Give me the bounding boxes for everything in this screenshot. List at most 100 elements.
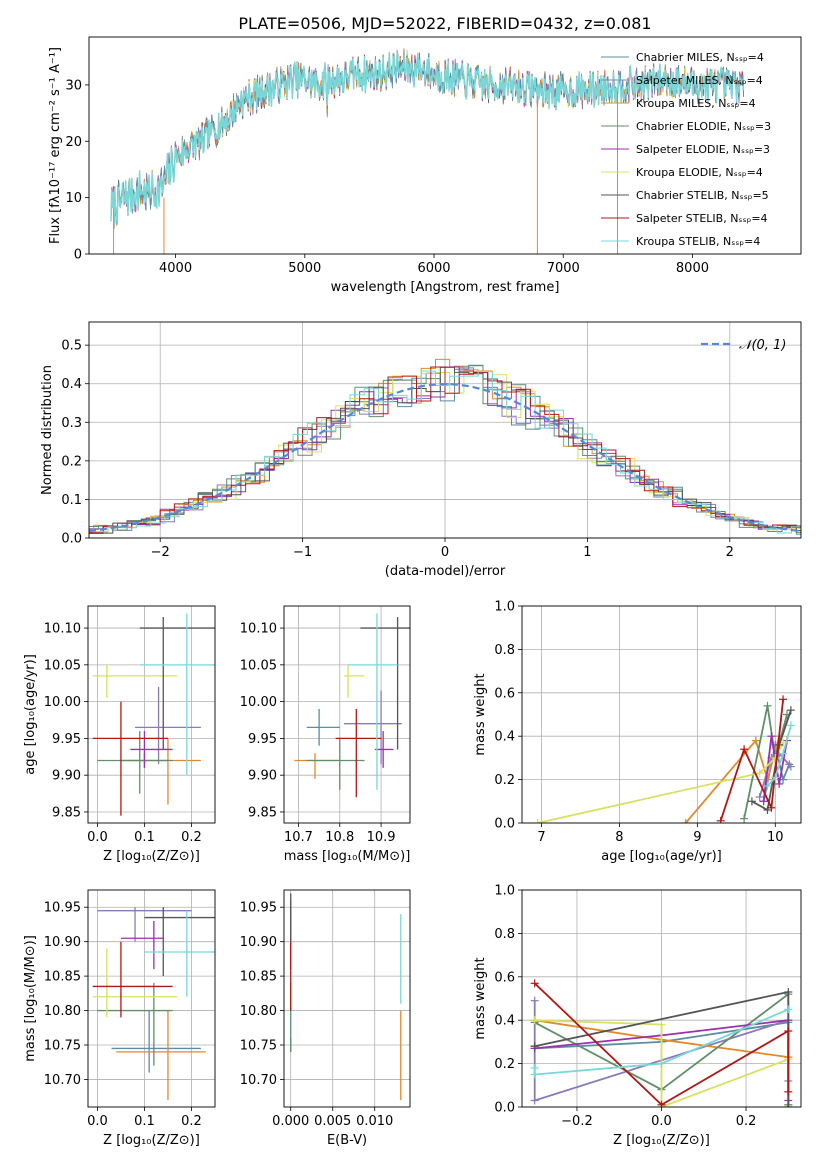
axes-frame [521, 889, 802, 1108]
x-axis-label: (data-model)/error [385, 564, 506, 579]
plot-area-residuals [89, 358, 801, 537]
x-tick-label: 7 [537, 830, 545, 845]
y-tick-label: 1.0 [494, 600, 515, 615]
y-tick-label: 0.1 [61, 493, 82, 508]
panel-mass-weight-vs-age: 7 8 9 10 0.0 0.2 0.4 0.6 0.8 1.0 age [log₁₀(age/yr… [473, 600, 802, 864]
figure-title: PLATE=0506, MJD=52022, FIBERID=0432, z=0… [238, 14, 651, 33]
x-axis-label: Z [log₁₀(Z/Z⊙)] [103, 849, 200, 864]
y-tick-label: 10.85 [44, 970, 81, 985]
y-tick-label: 10.90 [44, 935, 81, 950]
legend-entry: Salpeter STELIB, Nₛₛₚ=4 [636, 212, 768, 225]
y-tick-label: 9.95 [248, 732, 277, 747]
weight-point-marker [784, 1027, 793, 1036]
weight-point-marker [763, 701, 772, 710]
y-axis-label: mass weight [473, 957, 488, 1039]
x-tick-label: 0.0 [87, 830, 108, 845]
panel-mass-vs-Z: 0.0 0.1 0.2 10.70 10.75 10.80 10.85 10.90 10.95 Z… [23, 889, 216, 1148]
legend-entry: Kroupa ELODIE, Nₛₛₚ=4 [636, 166, 763, 179]
axes-frame [521, 605, 802, 824]
y-tick-label: 0.8 [494, 643, 515, 658]
y-axis-label: Flux [fλ10⁻¹⁷ erg cm⁻² s⁻¹ A⁻¹] [48, 47, 63, 244]
y-tick-label: 9.95 [52, 732, 81, 747]
weight-point-marker [779, 695, 788, 704]
y-tick-label: 10.05 [240, 658, 277, 673]
x-tick-label: 1 [583, 545, 591, 560]
weight-point-marker [530, 996, 539, 1005]
weight-point-marker [771, 753, 780, 762]
x-tick-label: −2 [151, 545, 170, 560]
weight-point-marker [657, 1059, 666, 1068]
axes-frame [87, 889, 216, 1108]
weight-point-marker [779, 749, 788, 758]
axes-frame [283, 605, 411, 824]
x-tick-label: 10.7 [284, 830, 313, 845]
weight-point-marker [530, 1016, 539, 1025]
legend-entry: Chabrier ELODIE, Nₛₛₚ=3 [636, 120, 771, 133]
histogram-step-line [89, 370, 801, 534]
y-tick-label: 10.80 [44, 1004, 81, 1019]
panel-mass-weight-vs-Z: −0.2 0.0 0.2 0.0 0.2 0.4 0.6 0.8 1.0 Z [log₁₀(Z/Z… [473, 884, 802, 1148]
legend-entry: Kroupa MILES, Nₛₛₚ=4 [636, 97, 756, 110]
weight-series-line [537, 742, 784, 823]
axes-frame [88, 321, 802, 539]
x-tick-label: 0.2 [181, 830, 202, 845]
weight-point-marker [786, 721, 795, 730]
y-tick-label: 10.75 [240, 1039, 277, 1054]
x-axis-label: mass [log₁₀(M/M⊙)] [284, 849, 411, 864]
y-tick-label: 0 [74, 248, 82, 263]
x-tick-label: 10.8 [325, 830, 354, 845]
plot-area-age-vs-mass [294, 613, 410, 798]
plot-area-spectrum [110, 48, 745, 254]
y-tick-label: 0.0 [494, 1101, 515, 1116]
y-tick-label: 0.0 [61, 532, 82, 547]
weight-point-marker [533, 819, 542, 823]
y-axis-label: mass [log₁₀(M/M⊙)] [23, 935, 38, 1062]
plot-area-mass-weight-vs-Z [530, 979, 793, 1107]
weight-point-marker [767, 732, 776, 741]
y-tick-label: 0.2 [61, 454, 82, 469]
plot-area-mass-vs-Z [92, 907, 215, 1101]
y-tick-label: 30 [65, 78, 82, 93]
y-tick-label: 0.6 [494, 970, 515, 985]
weight-series-line [719, 699, 784, 822]
x-tick-label: 8 [615, 830, 623, 845]
y-tick-label: 10.00 [44, 695, 81, 710]
y-tick-label: 10.70 [44, 1073, 81, 1088]
weight-point-marker [755, 769, 764, 778]
x-tick-label: 0.1 [134, 1114, 155, 1129]
weight-point-marker [657, 1020, 666, 1029]
x-tick-label: 6000 [417, 261, 450, 276]
x-tick-label: 9 [693, 830, 701, 845]
y-tick-label: 0.2 [494, 773, 515, 788]
y-tick-label: 10 [65, 191, 82, 206]
histogram-step-line [89, 366, 801, 534]
x-tick-label: 0.0 [87, 1114, 108, 1129]
x-axis-label: E(B-V) [327, 1133, 367, 1148]
y-tick-label: 0.2 [494, 1057, 515, 1072]
x-tick-label: 8000 [676, 261, 709, 276]
weight-point-marker [784, 1103, 793, 1107]
legend-entry: Salpeter MILES, Nₛₛₚ=4 [636, 74, 763, 87]
plot-area-mass-vs-EBV [290, 893, 402, 1101]
weight-point-marker [716, 816, 725, 823]
x-tick-label: 0.2 [736, 1114, 757, 1129]
x-tick-label: 10 [767, 830, 784, 845]
panel-mass-vs-EBV: 0.000 0.005 0.010 10.70 10.75 10.80 10.85 10.90… [240, 889, 411, 1148]
x-tick-label: 0.1 [134, 830, 155, 845]
y-tick-label: 10.95 [44, 901, 81, 916]
x-tick-label: 0.0 [651, 1114, 672, 1129]
spectrum-series-line [110, 51, 745, 225]
weight-point-marker [771, 773, 780, 782]
y-tick-label: 0.4 [494, 730, 515, 745]
y-tick-label: 10.95 [240, 901, 277, 916]
x-tick-label: 0.000 [272, 1114, 309, 1129]
weight-point-marker [530, 979, 539, 988]
x-axis-label: Z [log₁₀(Z/Z⊙)] [613, 1133, 710, 1148]
y-tick-label: 10.80 [240, 1004, 277, 1019]
weight-point-marker [530, 1070, 539, 1079]
axes-frame [88, 36, 802, 255]
weight-point-marker [784, 987, 793, 996]
y-tick-label: 1.0 [494, 884, 515, 899]
weight-point-marker [751, 736, 760, 745]
